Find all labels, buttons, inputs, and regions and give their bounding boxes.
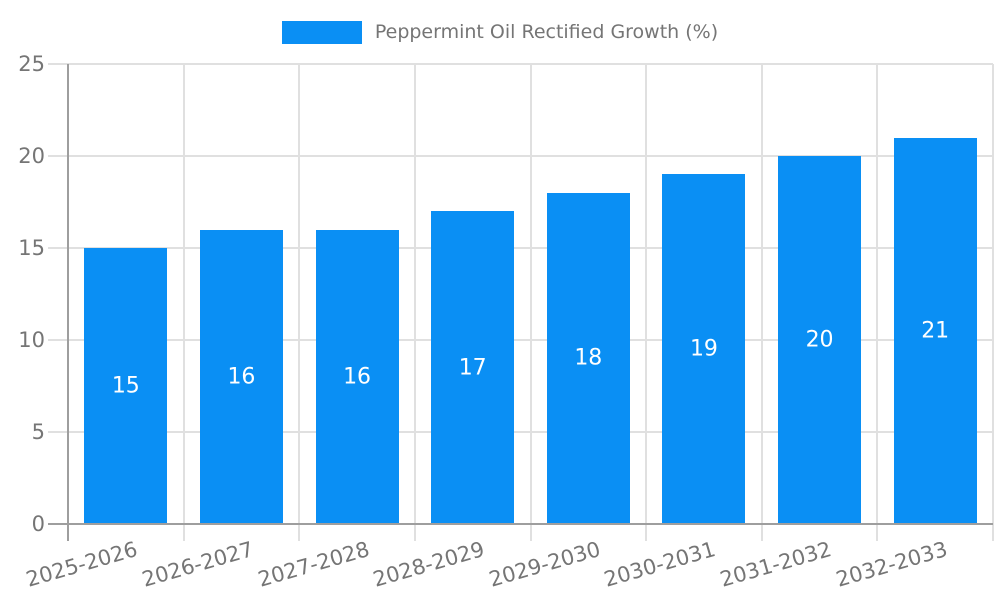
bar-2025-2026[interactable]: 15 (84, 248, 168, 524)
bar-value-label: 18 (574, 345, 603, 371)
y-gridline (48, 63, 993, 65)
legend-swatch (281, 20, 362, 44)
bar-value-label: 20 (805, 327, 834, 353)
x-gridline (645, 64, 648, 541)
x-gridline (876, 64, 879, 541)
bar-value-label: 19 (689, 336, 718, 362)
y-gridline (48, 247, 993, 249)
x-gridline (529, 64, 532, 541)
bar-2026-2027[interactable]: 16 (199, 229, 283, 524)
x-gridline (992, 64, 994, 541)
bar-2032-2033[interactable]: 21 (893, 137, 977, 524)
legend-label: Peppermint Oil Rectified Growth (%) (374, 20, 719, 43)
bar-2029-2030[interactable]: 18 (546, 192, 630, 524)
bar-2028-2029[interactable]: 17 (431, 211, 515, 524)
x-gridline (413, 64, 416, 541)
y-gridline (48, 155, 993, 157)
x-gridline (760, 64, 763, 541)
x-gridline (298, 64, 301, 541)
x-axis-line (48, 523, 993, 525)
bar-value-label: 16 (343, 364, 372, 390)
bar-value-label: 17 (458, 355, 487, 381)
x-gridline (182, 64, 185, 541)
y-tick-label: 15 (18, 236, 45, 260)
x-tick-label: 2025-2026 (23, 537, 141, 592)
y-tick-label: 0 (31, 512, 45, 536)
bar-value-label: 15 (111, 373, 140, 399)
y-gridline (48, 339, 993, 341)
bar-value-label: 21 (921, 318, 950, 344)
x-tick-label: 2027-2028 (255, 537, 372, 592)
y-tick-label: 20 (18, 144, 45, 168)
y-tick-label: 10 (18, 328, 45, 352)
y-gridline (48, 431, 993, 433)
x-tick-label: 2032-2033 (833, 537, 950, 592)
x-tick-label: 2029-2030 (486, 537, 603, 592)
bar-2027-2028[interactable]: 16 (315, 229, 399, 524)
y-axis-line (67, 64, 69, 541)
x-tick-label: 2030-2031 (601, 537, 719, 592)
y-tick-label: 25 (18, 52, 45, 76)
x-tick-label: 2028-2029 (370, 537, 488, 592)
bar-2030-2031[interactable]: 19 (662, 174, 746, 524)
legend[interactable]: Peppermint Oil Rectified Growth (%) (0, 19, 1000, 45)
bar-2031-2032[interactable]: 20 (778, 156, 862, 524)
plot-area: 15 16 16 17 18 19 20 21 (48, 63, 994, 541)
x-tick-label: 2026-2027 (139, 537, 257, 592)
x-tick-label: 2031-2032 (717, 537, 835, 592)
y-tick-label: 5 (31, 420, 45, 444)
bar-value-label: 16 (227, 364, 256, 390)
